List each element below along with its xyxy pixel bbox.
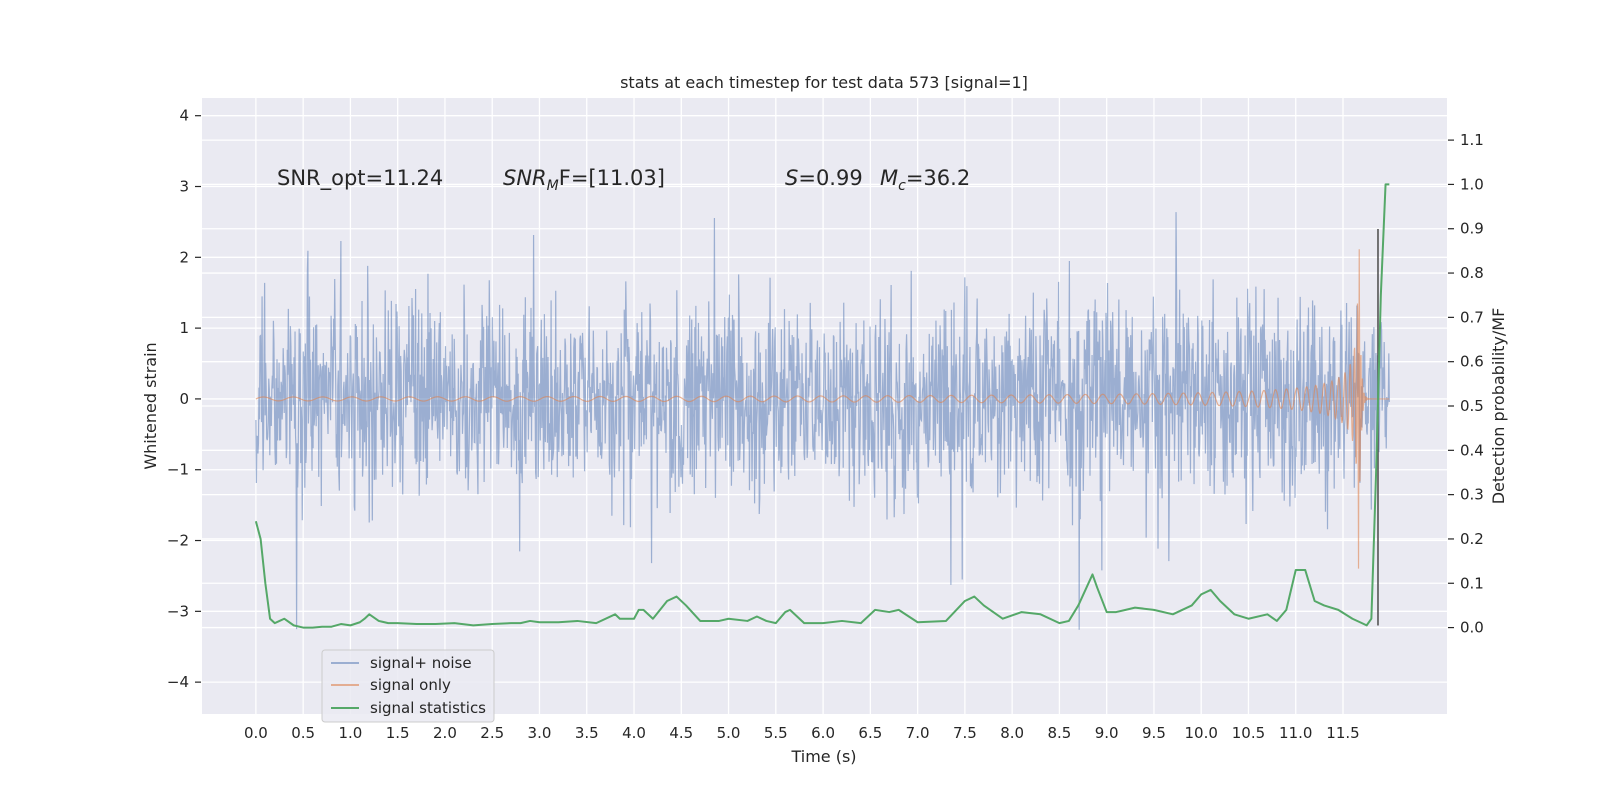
x-tick-label: 8.5: [1047, 724, 1071, 742]
x-tick-label: 11.0: [1279, 724, 1312, 742]
x-tick-label: 3.0: [528, 724, 552, 742]
chart-title: stats at each timestep for test data 573…: [620, 73, 1028, 92]
annotation-s: S=0.99: [785, 166, 863, 190]
snr-mf-subscript: M: [547, 178, 559, 194]
x-tick-label: 0.5: [291, 724, 315, 742]
legend-label-stat: signal statistics: [370, 699, 486, 717]
s-symbol: S: [785, 166, 798, 190]
x-tick-label: 4.0: [622, 724, 646, 742]
annotation-snr-opt: SNR_opt=11.24: [277, 166, 443, 191]
x-tick-label: 7.0: [906, 724, 930, 742]
mc-value: =36.2: [906, 166, 970, 190]
x-tick-label: 0.0: [244, 724, 268, 742]
x-tick-label: 3.5: [575, 724, 599, 742]
x-tick-label: 10.0: [1185, 724, 1218, 742]
x-tick-label: 6.0: [811, 724, 835, 742]
legend: signal+ noise signal only signal statist…: [321, 649, 495, 723]
grid: [202, 98, 1447, 714]
y2-tick-label: 0.3: [1460, 486, 1484, 504]
y-tick-label: 3: [179, 178, 189, 196]
mc-symbol: M: [880, 166, 898, 190]
y-tick-label: 4: [179, 107, 189, 125]
y-tick-label: −1: [167, 461, 189, 479]
legend-label-noise: signal+ noise: [370, 654, 472, 672]
x-tick-label: 2.0: [433, 724, 457, 742]
snr-mf-value: F=[11.03]: [559, 166, 665, 190]
s-value: =0.99: [798, 166, 862, 190]
annotation-mc: Mc=36.2: [880, 166, 970, 194]
ticks: 0.0 0.5 1.0 1.5 2.0 2.5 3.0 3.5 4.0 4.5 5.0 5.5 6.0 6…: [167, 107, 1484, 742]
y2-tick-label: 0.6: [1460, 353, 1484, 371]
y-tick-label: 0: [179, 390, 189, 408]
series-signal-statistics: [254, 183, 1390, 629]
x-tick-label: 5.5: [764, 724, 788, 742]
annotations: SNR_opt=11.24 SNRMF=[11.03] S=0.99 Mc=36…: [277, 166, 970, 194]
y-tick-label: −3: [167, 602, 189, 620]
annotation-snr-mf: SNRMF=[11.03]: [503, 166, 665, 194]
x-tick-label: 6.5: [858, 724, 882, 742]
snr-mf-symbol: SNR: [503, 166, 547, 190]
x-tick-label: 1.5: [386, 724, 410, 742]
x-tick-label: 4.5: [669, 724, 693, 742]
y2-tick-label: 0.9: [1460, 220, 1484, 238]
y-tick-label: 1: [179, 319, 189, 337]
legend-label-signal: signal only: [370, 676, 451, 694]
mc-subscript: c: [898, 178, 906, 194]
y2-tick-label: 0.1: [1460, 574, 1484, 592]
x-tick-label: 2.5: [480, 724, 504, 742]
x-axis-title: Time (s): [790, 747, 856, 766]
x-tick-label: 9.0: [1095, 724, 1119, 742]
x-tick-label: 8.0: [1000, 724, 1024, 742]
y-axis-title: Whitened strain: [141, 342, 160, 469]
y-tick-label: 2: [179, 248, 189, 266]
y-tick-label: −4: [167, 673, 189, 691]
legend-box: [321, 649, 495, 723]
x-tick-label: 11.5: [1326, 724, 1359, 742]
y2-tick-label: 0.0: [1460, 619, 1484, 637]
x-tick-label: 9.5: [1142, 724, 1166, 742]
x-tick-label: 5.0: [717, 724, 741, 742]
y2-tick-label: 0.7: [1460, 308, 1484, 326]
y-tick-label: −2: [167, 532, 189, 550]
y2-axis-title: Detection probability/MF: [1489, 308, 1508, 505]
y2-tick-label: 0.4: [1460, 441, 1484, 459]
y2-tick-label: 0.5: [1460, 397, 1484, 415]
x-tick-label: 10.5: [1232, 724, 1265, 742]
y2-tick-label: 0.2: [1460, 530, 1484, 548]
series-signal-noise: [255, 212, 1390, 630]
x-tick-label: 7.5: [953, 724, 977, 742]
series-signal-only: [255, 249, 1390, 569]
x-tick-label: 1.0: [338, 724, 362, 742]
y2-tick-label: 1.1: [1460, 131, 1484, 149]
y2-tick-label: 0.8: [1460, 264, 1484, 282]
data-layer: [254, 183, 1390, 630]
y2-tick-label: 1.0: [1460, 175, 1484, 193]
